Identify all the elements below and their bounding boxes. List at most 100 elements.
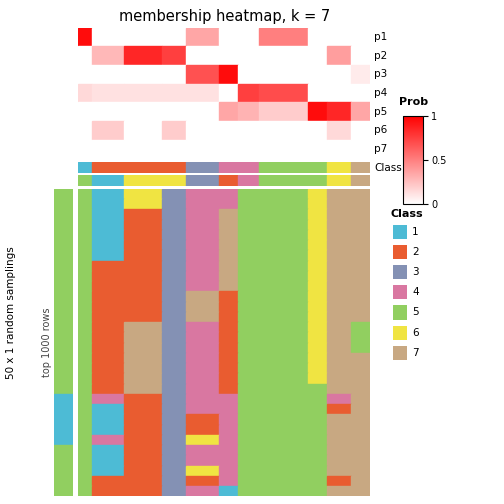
Bar [219, 84, 238, 102]
Bar [351, 322, 370, 333]
Bar [162, 240, 186, 250]
Bar [308, 281, 327, 291]
Title: membership heatmap, k = 7: membership heatmap, k = 7 [118, 9, 330, 24]
Bar [219, 414, 238, 425]
Bar [238, 312, 260, 322]
Bar [238, 486, 260, 496]
Bar [308, 175, 327, 186]
Bar [124, 384, 162, 394]
Bar [92, 302, 124, 312]
Bar [219, 456, 238, 466]
Bar [308, 302, 327, 312]
Bar [54, 466, 73, 476]
Bar [186, 476, 219, 486]
Bar [162, 343, 186, 353]
Bar [54, 456, 73, 466]
Bar [124, 333, 162, 343]
Bar [327, 281, 351, 291]
Bar [260, 271, 308, 281]
Bar [92, 445, 124, 456]
Bar [351, 466, 370, 476]
Bar [238, 435, 260, 445]
Bar [162, 189, 186, 199]
Bar [219, 140, 238, 158]
Bar [238, 65, 260, 84]
Bar [162, 312, 186, 322]
Bar [219, 445, 238, 456]
Bar [54, 240, 73, 250]
Bar [351, 199, 370, 210]
Bar [260, 189, 308, 199]
Bar [92, 456, 124, 466]
Bar [162, 175, 186, 186]
Bar [124, 28, 162, 46]
Bar [327, 476, 351, 486]
Bar [351, 230, 370, 240]
Bar [260, 28, 308, 46]
Bar [54, 302, 73, 312]
Bar [78, 466, 92, 476]
Bar [78, 210, 92, 220]
Bar [186, 291, 219, 302]
Bar [308, 373, 327, 384]
Bar [238, 445, 260, 456]
Bar [186, 333, 219, 343]
Bar [186, 220, 219, 230]
Bar [260, 466, 308, 476]
Bar [186, 102, 219, 121]
Bar [260, 162, 308, 173]
Bar [260, 435, 308, 445]
Bar [162, 384, 186, 394]
Bar [351, 435, 370, 445]
Bar [238, 28, 260, 46]
Bar [308, 435, 327, 445]
Bar [327, 162, 351, 173]
Bar [124, 65, 162, 84]
Bar [124, 404, 162, 414]
Bar [327, 384, 351, 394]
Bar [78, 363, 92, 373]
Bar [78, 425, 92, 435]
Bar [54, 220, 73, 230]
Bar [92, 333, 124, 343]
Bar [327, 456, 351, 466]
Bar [186, 343, 219, 353]
Text: p3: p3 [374, 70, 387, 79]
Bar [124, 343, 162, 353]
Bar [54, 394, 73, 404]
Bar [78, 404, 92, 414]
Bar [308, 261, 327, 271]
Bar [238, 291, 260, 302]
Text: 2: 2 [412, 247, 419, 257]
Bar [308, 333, 327, 343]
Text: 7: 7 [412, 348, 419, 358]
Bar [78, 189, 92, 199]
Bar [78, 240, 92, 250]
Bar [219, 476, 238, 486]
Bar [54, 384, 73, 394]
Bar [54, 343, 73, 353]
Bar [92, 425, 124, 435]
Bar [327, 140, 351, 158]
Bar [219, 291, 238, 302]
Text: 50 x 1 random samplings: 50 x 1 random samplings [6, 246, 16, 379]
Bar [92, 476, 124, 486]
Bar [162, 102, 186, 121]
Bar [327, 486, 351, 496]
Bar [78, 322, 92, 333]
Bar [308, 102, 327, 121]
Bar [54, 271, 73, 281]
Bar [351, 384, 370, 394]
Bar [238, 230, 260, 240]
Bar [54, 261, 73, 271]
Bar [124, 240, 162, 250]
Bar [92, 394, 124, 404]
Bar [219, 220, 238, 230]
Bar [260, 373, 308, 384]
Bar [260, 486, 308, 496]
Bar [260, 476, 308, 486]
Bar [351, 476, 370, 486]
Bar [124, 363, 162, 373]
Bar [92, 353, 124, 363]
Bar [78, 162, 92, 173]
